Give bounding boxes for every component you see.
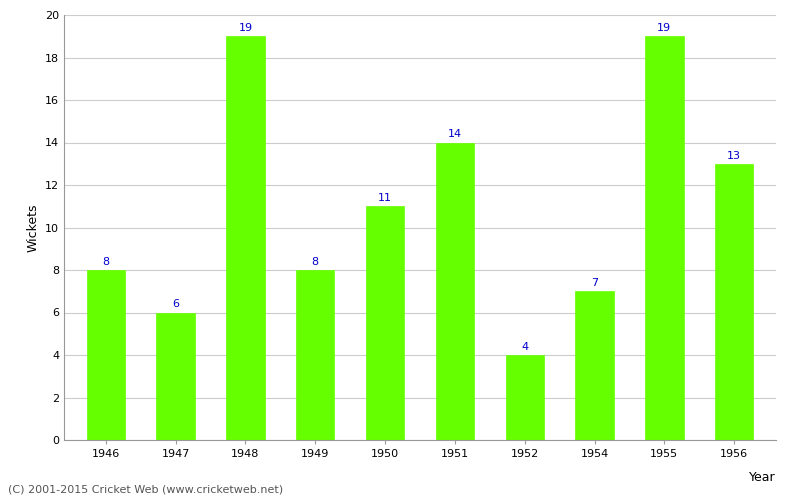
Y-axis label: Wickets: Wickets: [26, 203, 39, 252]
Bar: [715, 164, 754, 440]
Text: 6: 6: [172, 300, 179, 310]
Text: 19: 19: [658, 23, 671, 33]
Bar: [506, 355, 544, 440]
Bar: [296, 270, 334, 440]
Text: 8: 8: [102, 257, 110, 267]
Bar: [86, 270, 125, 440]
Text: Year: Year: [750, 470, 776, 484]
Text: 8: 8: [312, 257, 319, 267]
Bar: [226, 36, 265, 440]
Text: 11: 11: [378, 193, 392, 203]
Text: (C) 2001-2015 Cricket Web (www.cricketweb.net): (C) 2001-2015 Cricket Web (www.cricketwe…: [8, 485, 283, 495]
Text: 4: 4: [521, 342, 528, 352]
Text: 19: 19: [238, 23, 253, 33]
Bar: [575, 291, 614, 440]
Text: 7: 7: [591, 278, 598, 288]
Text: 13: 13: [727, 150, 741, 160]
Bar: [436, 142, 474, 440]
Bar: [157, 312, 195, 440]
Text: 14: 14: [448, 130, 462, 140]
Bar: [366, 206, 404, 440]
Bar: [645, 36, 683, 440]
